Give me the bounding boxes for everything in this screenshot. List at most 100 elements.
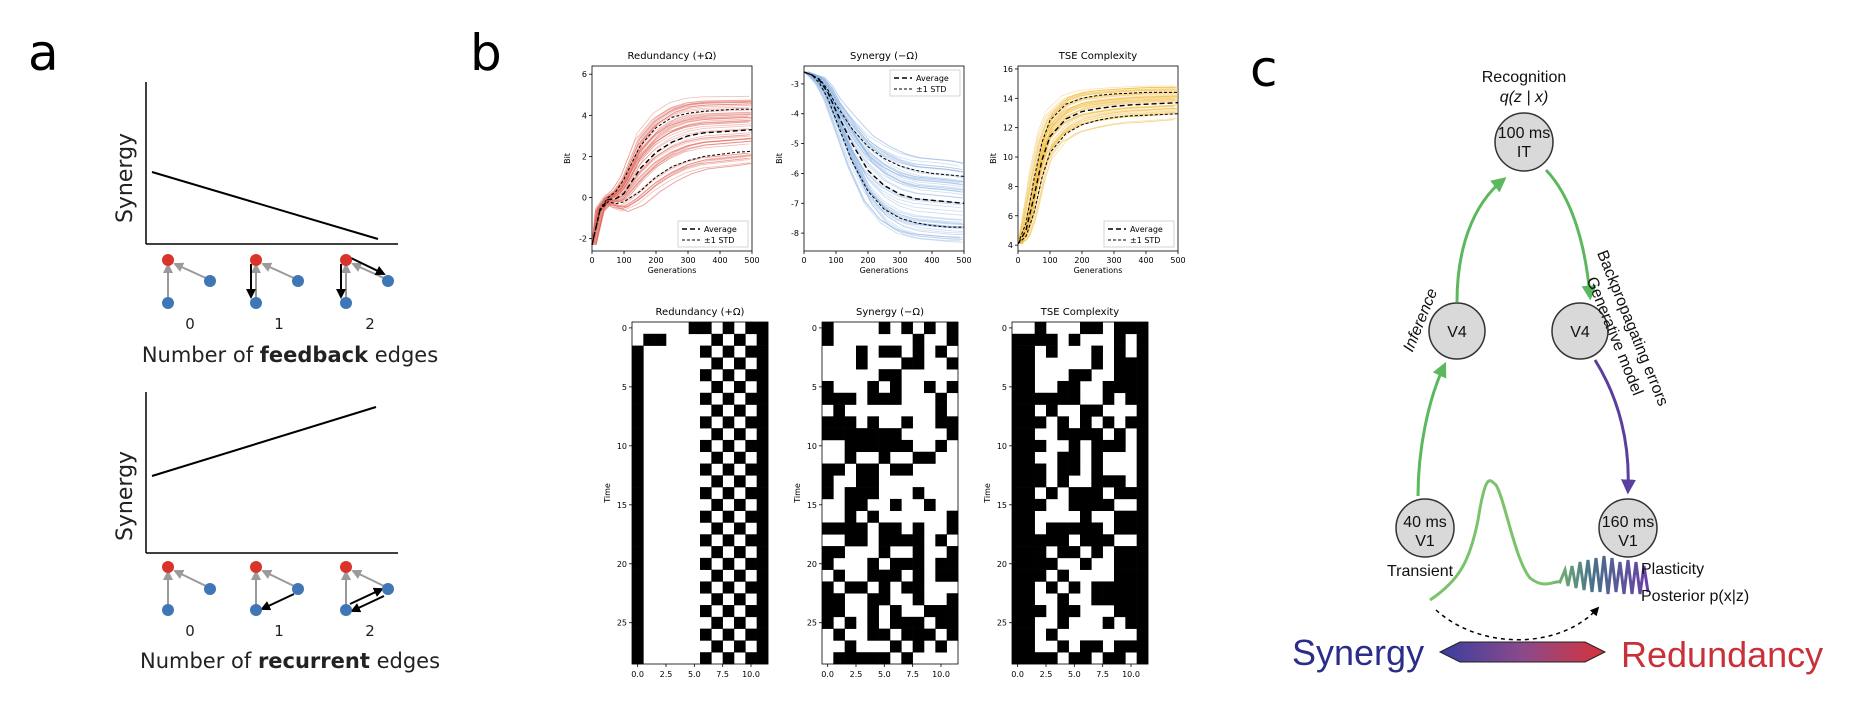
raster-cell bbox=[901, 628, 913, 641]
node-v1-left bbox=[1395, 498, 1455, 558]
legend: Average ±1 STD bbox=[677, 220, 749, 248]
trace bbox=[1019, 95, 1179, 244]
raster-cell bbox=[1091, 593, 1103, 606]
raster-cell bbox=[643, 333, 655, 346]
y-tick-label: 10 bbox=[807, 442, 817, 451]
raster-cell bbox=[901, 322, 913, 335]
trace bbox=[591, 128, 749, 245]
node-v1-right bbox=[1598, 498, 1658, 558]
raster-cell bbox=[756, 569, 769, 582]
blue-node bbox=[162, 297, 174, 309]
raster-cell bbox=[890, 616, 902, 629]
raster-cell bbox=[745, 652, 757, 665]
x-tick-label: 10.0 bbox=[932, 670, 950, 679]
raster-cell bbox=[1091, 581, 1103, 594]
raster-cell bbox=[1034, 557, 1047, 570]
raster-cell bbox=[1114, 546, 1126, 559]
raster-cell bbox=[722, 392, 735, 405]
transient-label: Transient bbox=[1387, 563, 1454, 580]
raster-cell bbox=[1136, 451, 1149, 464]
trace bbox=[1018, 96, 1179, 244]
raster-cell bbox=[1091, 534, 1103, 547]
raster-cell bbox=[756, 534, 769, 547]
raster-cell bbox=[1012, 463, 1024, 476]
y-tick-label: 25 bbox=[997, 619, 1007, 628]
trace bbox=[1019, 92, 1179, 244]
raster-cell bbox=[912, 451, 925, 464]
raster-cell bbox=[867, 428, 879, 441]
std-line bbox=[1017, 91, 1178, 244]
trace bbox=[807, 71, 965, 243]
blue-node bbox=[204, 275, 216, 287]
raster-cell bbox=[901, 581, 913, 594]
raster-cell bbox=[1023, 522, 1035, 535]
trace bbox=[1017, 101, 1178, 244]
raster-cell bbox=[1023, 557, 1035, 570]
y-label: Synergy bbox=[113, 451, 138, 541]
raster-cell bbox=[745, 487, 757, 500]
raster-cell bbox=[935, 605, 947, 618]
individual-traces bbox=[1017, 85, 1179, 245]
raster-cell bbox=[1034, 463, 1047, 476]
raster-cell bbox=[1023, 416, 1035, 429]
raster-cell bbox=[745, 322, 757, 335]
node-it bbox=[1494, 112, 1554, 172]
legend: Average ±1 STD bbox=[889, 69, 961, 97]
raster-cell bbox=[711, 404, 723, 417]
x-tick-label: 400 bbox=[712, 256, 727, 265]
raster-cell bbox=[822, 428, 834, 441]
trace bbox=[805, 71, 965, 188]
std-line bbox=[591, 150, 753, 245]
trace bbox=[1017, 113, 1174, 244]
raster-cell bbox=[1012, 605, 1024, 618]
raster-cell bbox=[700, 487, 712, 500]
raster-cell bbox=[1023, 593, 1035, 606]
raster-cell bbox=[833, 628, 845, 641]
raster-cell bbox=[822, 546, 834, 559]
raster-cell bbox=[1012, 357, 1024, 370]
raster-cell bbox=[1057, 546, 1069, 559]
raster-cell bbox=[935, 416, 947, 429]
chart-title: Synergy (−Ω) bbox=[850, 51, 918, 62]
trace bbox=[803, 71, 962, 221]
node-it-area: IT bbox=[1517, 144, 1531, 161]
trace bbox=[1017, 89, 1175, 244]
raster-cell bbox=[756, 498, 769, 511]
raster-cell bbox=[1023, 498, 1035, 511]
trace bbox=[803, 71, 961, 208]
raster-cell bbox=[1080, 428, 1092, 441]
raster-cell bbox=[1023, 510, 1035, 523]
raster-cell bbox=[1057, 522, 1069, 535]
trace bbox=[808, 71, 965, 164]
raster-cell bbox=[1102, 593, 1115, 606]
raster-cell bbox=[1102, 581, 1115, 594]
raster-cell bbox=[1057, 392, 1069, 405]
trace bbox=[1020, 88, 1179, 244]
raster-cell bbox=[1057, 593, 1069, 606]
x-tick-label: 500 bbox=[1170, 256, 1185, 265]
raster-cell bbox=[901, 463, 913, 476]
raster-cell bbox=[734, 357, 746, 370]
raster-cell bbox=[1136, 333, 1149, 346]
x-tick: 0 bbox=[185, 622, 195, 640]
raster-cell bbox=[1114, 487, 1126, 500]
raster-cell bbox=[1023, 463, 1035, 476]
raster-cell bbox=[1012, 404, 1024, 417]
legend-average: Average bbox=[916, 74, 949, 83]
raster-cell bbox=[1091, 546, 1103, 559]
x-tick-label: 7.5 bbox=[906, 670, 919, 679]
legend: Average ±1 STD bbox=[1103, 220, 1175, 248]
y-tick-label: 25 bbox=[617, 619, 627, 628]
raster-cell bbox=[756, 581, 769, 594]
trace bbox=[595, 153, 753, 245]
raster-cell bbox=[711, 380, 723, 394]
trace bbox=[1021, 94, 1179, 244]
raster-cell bbox=[1023, 616, 1035, 629]
trace bbox=[1019, 100, 1179, 244]
raster-cell bbox=[1023, 380, 1035, 394]
raster-cell bbox=[912, 640, 925, 653]
raster-cell bbox=[833, 605, 845, 618]
raster-cell bbox=[867, 463, 879, 476]
raster-cell bbox=[890, 569, 902, 582]
raster-cell bbox=[1136, 605, 1149, 618]
